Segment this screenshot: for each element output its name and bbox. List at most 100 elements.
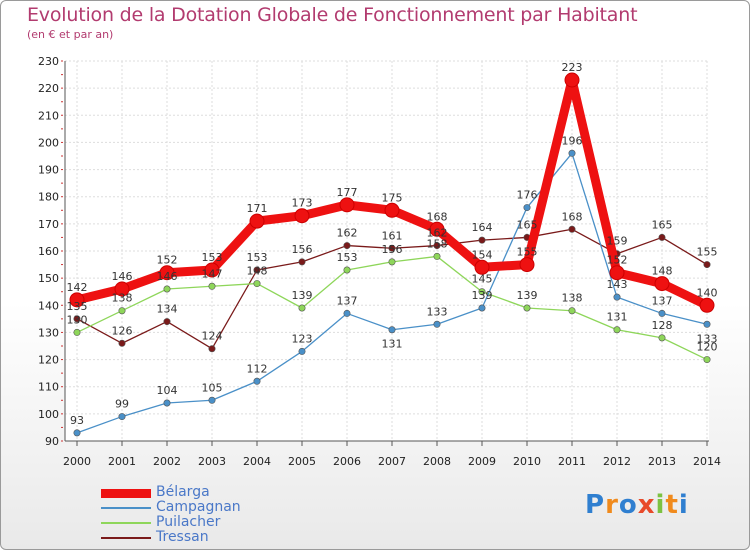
data-point (163, 318, 171, 326)
y-tick-label: 180 (38, 191, 59, 204)
data-point (343, 309, 351, 317)
data-point (433, 320, 441, 328)
data-label: 154 (472, 248, 493, 261)
data-point (568, 307, 576, 315)
data-point (343, 242, 351, 250)
data-point (388, 258, 396, 266)
data-point (249, 213, 265, 229)
data-label: 133 (697, 332, 718, 345)
data-label: 171 (247, 202, 268, 215)
x-tick-label: 2005 (288, 455, 316, 468)
data-label: 148 (652, 265, 673, 278)
data-point (433, 242, 441, 250)
legend-label: Bélarga (156, 484, 210, 500)
data-point (163, 399, 171, 407)
x-tick-label: 2004 (243, 455, 271, 468)
x-tick-label: 2000 (63, 455, 91, 468)
data-point (159, 265, 175, 281)
data-point (298, 347, 306, 355)
legend-swatch (101, 507, 151, 509)
data-point (73, 328, 81, 336)
data-point (433, 252, 441, 260)
data-point (73, 315, 81, 323)
data-point (654, 276, 670, 292)
x-tick-label: 2001 (108, 455, 136, 468)
data-label: 145 (472, 273, 493, 286)
logo-letter: P (585, 490, 606, 520)
y-tick-label: 110 (38, 381, 59, 394)
data-point (298, 304, 306, 312)
data-point (343, 266, 351, 274)
x-tick-label: 2010 (513, 455, 541, 468)
legend-label: Tressan (156, 529, 209, 545)
data-point (298, 258, 306, 266)
legend-swatch (101, 537, 151, 539)
data-point (519, 257, 535, 273)
data-point (208, 345, 216, 353)
data-label: 155 (697, 246, 718, 259)
data-label: 156 (382, 243, 403, 256)
data-point (118, 307, 126, 315)
data-label: 112 (247, 362, 268, 375)
y-tick-label: 210 (38, 109, 59, 122)
data-point (388, 244, 396, 252)
legend-label: Puilacher (156, 514, 221, 530)
data-label: 176 (517, 189, 538, 202)
data-point (658, 309, 666, 317)
data-point (699, 297, 715, 313)
data-point (703, 261, 711, 269)
data-label: 143 (607, 278, 628, 291)
data-label: 152 (607, 254, 628, 267)
data-label: 133 (427, 305, 448, 318)
data-label: 147 (202, 267, 223, 280)
x-tick-label: 2011 (558, 455, 586, 468)
data-point (478, 288, 486, 296)
data-point (253, 377, 261, 385)
logo-letter: o (618, 490, 638, 520)
y-tick-label: 150 (38, 272, 59, 285)
data-label: 123 (292, 332, 313, 345)
data-label: 139 (292, 289, 313, 302)
data-point (294, 208, 310, 224)
chart-title: Evolution de la Dotation Globale de Fonc… (27, 4, 638, 26)
legend-label: Campagnan (156, 499, 241, 515)
y-tick-label: 200 (38, 136, 59, 149)
data-point (253, 280, 261, 288)
data-point (523, 204, 531, 212)
x-tick-label: 2006 (333, 455, 361, 468)
data-point (703, 320, 711, 328)
data-point (69, 292, 85, 308)
data-label: 146 (157, 270, 178, 283)
data-label: 142 (67, 281, 88, 294)
data-label: 93 (70, 414, 84, 427)
data-point (163, 285, 171, 293)
data-point (478, 236, 486, 244)
data-label: 126 (112, 324, 133, 337)
data-label: 139 (472, 289, 493, 302)
data-point (474, 259, 490, 275)
data-label: 137 (337, 294, 358, 307)
x-tick-label: 2007 (378, 455, 406, 468)
proxiti-logo: Proxiti (585, 490, 689, 520)
data-label: 162 (427, 227, 448, 240)
data-point (118, 413, 126, 421)
data-point (613, 326, 621, 334)
data-point (523, 304, 531, 312)
data-label: 155 (517, 246, 538, 259)
data-point (613, 293, 621, 301)
data-label: 177 (337, 186, 358, 199)
data-label: 105 (202, 381, 223, 394)
data-label: 168 (562, 210, 583, 223)
y-tick-label: 90 (45, 435, 59, 448)
data-label: 165 (652, 218, 673, 231)
data-label: 153 (202, 251, 223, 264)
data-label: 140 (697, 286, 718, 299)
x-tick-label: 2008 (423, 455, 451, 468)
data-label: 158 (427, 237, 448, 250)
data-label: 131 (607, 311, 628, 324)
x-tick-label: 2009 (468, 455, 496, 468)
data-point (384, 202, 400, 218)
data-point (208, 396, 216, 404)
